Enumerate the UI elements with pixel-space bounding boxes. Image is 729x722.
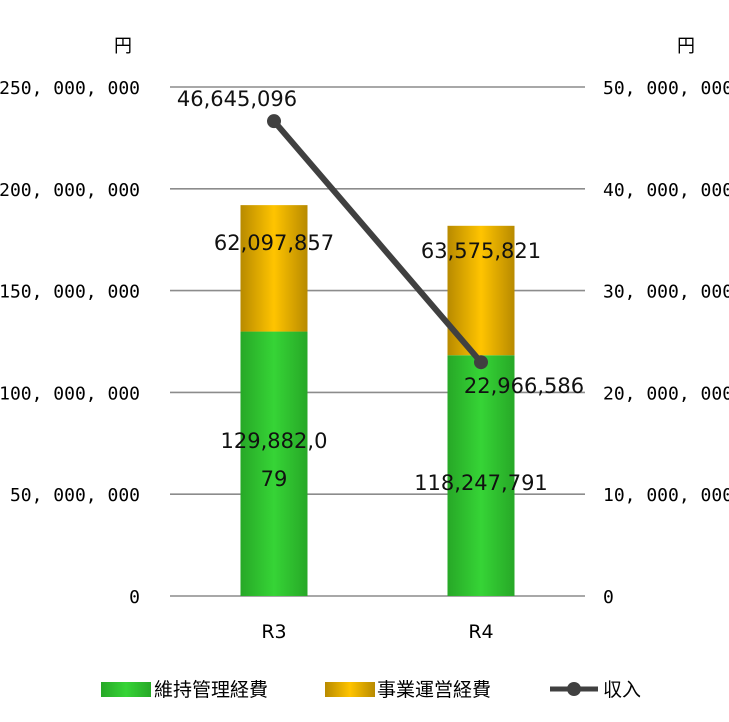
left-tick-label: 100, 000, 000 — [0, 383, 140, 404]
bar-segment — [240, 331, 308, 596]
bar-data-label: 129,882,0 — [221, 429, 328, 453]
bar-segment — [447, 355, 515, 596]
left-tick-label: 150, 000, 000 — [0, 282, 140, 303]
right-axis-unit: 円 — [677, 36, 695, 57]
right-tick-label: 10, 000, 000 — [603, 485, 729, 506]
right-tick-label: 50, 000, 000 — [603, 78, 729, 99]
left-axis-unit: 円 — [114, 36, 132, 57]
data-labels: 129,882,0 79 118,247,791 62,097,857 63,575,8… — [177, 87, 584, 495]
income-data-label: 46,645,096 — [177, 87, 297, 111]
legend-label: 維持管理経費 — [154, 679, 268, 701]
bars — [240, 205, 515, 596]
legend-swatch — [325, 682, 375, 697]
income-data-label: 22,966,586 — [464, 374, 584, 398]
right-tick-label: 0 — [603, 587, 614, 608]
left-tick-label: 50, 000, 000 — [10, 485, 140, 506]
legend-line-marker — [567, 682, 581, 696]
bar-data-label: 79 — [261, 467, 288, 491]
bar-data-label: 62,097,857 — [214, 231, 334, 255]
category-label: R3 — [261, 621, 286, 643]
bar-data-label: 118,247,791 — [414, 471, 548, 495]
right-tick-label: 20, 000, 000 — [603, 383, 729, 404]
axis-labels: 円 円 0 0 50, 000, 000 10, 000, 000 100, 000, … — [0, 36, 729, 643]
right-tick-label: 40, 000, 000 — [603, 180, 729, 201]
income-line — [267, 114, 488, 370]
left-tick-label: 250, 000, 000 — [0, 78, 140, 99]
income-point — [267, 114, 281, 129]
legend-swatch — [101, 682, 151, 697]
right-tick-label: 30, 000, 000 — [603, 282, 729, 303]
left-tick-label: 200, 000, 000 — [0, 180, 140, 201]
left-tick-label: 0 — [129, 587, 140, 608]
category-label: R4 — [468, 621, 493, 643]
income-point — [474, 355, 488, 370]
legend-label: 収入 — [603, 679, 641, 701]
gridlines — [170, 86, 585, 597]
bar-segment — [240, 205, 308, 332]
bar-data-label: 63,575,821 — [421, 239, 541, 263]
legend: 維持管理経費 事業運営経費 収入 — [101, 679, 641, 701]
income-series-line — [271, 118, 484, 366]
legend-label: 事業運営経費 — [377, 679, 491, 701]
